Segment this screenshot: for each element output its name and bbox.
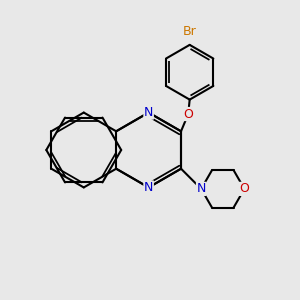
Text: N: N — [144, 181, 153, 194]
Text: O: O — [183, 107, 193, 121]
Text: O: O — [239, 182, 249, 195]
Text: N: N — [196, 182, 206, 195]
Text: N: N — [144, 106, 153, 119]
Text: Br: Br — [183, 25, 196, 38]
